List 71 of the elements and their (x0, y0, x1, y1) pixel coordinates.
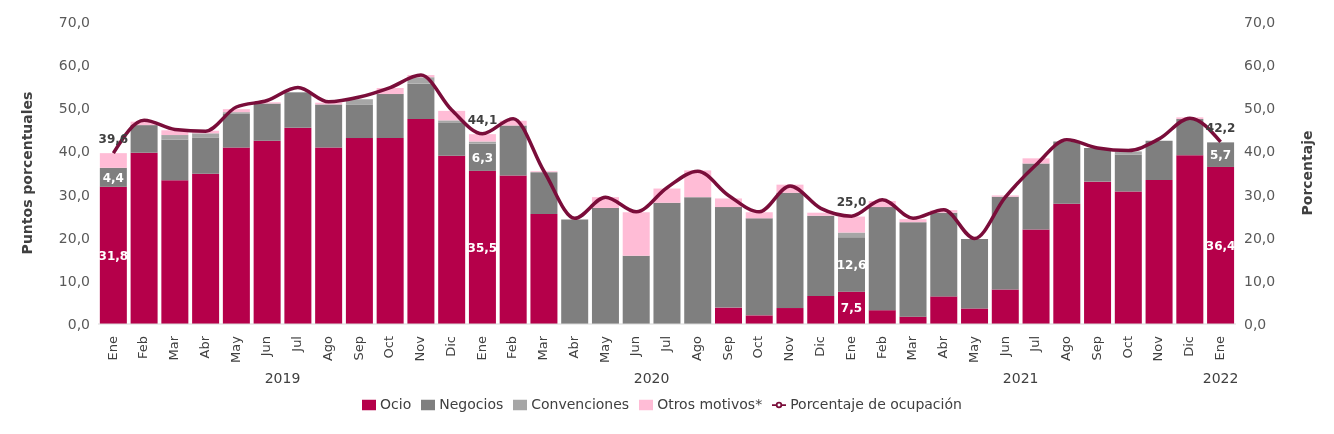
x-tick-label: Jun (258, 336, 274, 358)
x-tick-label: May (227, 335, 243, 363)
x-tick-label: Sep (350, 336, 366, 361)
x-tick-label: Sep (1088, 336, 1104, 361)
x-tick-label: Oct (1119, 336, 1135, 359)
x-tick-label: Ene (473, 336, 489, 361)
y-tick-label: 70,0 (58, 13, 90, 30)
x-tick-label: Nov (412, 335, 428, 362)
data-label: 12,6 (836, 257, 867, 272)
y-tick-label: 10,0 (58, 272, 90, 289)
x-tick-label: Jul (1027, 336, 1043, 353)
x-tick-label: Ene (1211, 336, 1227, 361)
text: 2021 (1001, 370, 1040, 386)
y2-tick-label: 0,0 (1244, 315, 1267, 332)
x-tick-label: Ago (688, 335, 704, 362)
x-tick-label: Abr (196, 335, 212, 359)
x-tick-label: May (596, 335, 612, 363)
x-tick-label: Nov (781, 335, 797, 362)
x-tick-label: Oct (381, 336, 397, 359)
x-tick-label: Jul (289, 336, 305, 353)
x-tick-label: Nov (1150, 335, 1166, 362)
data-label: 25,0 (836, 195, 867, 210)
legend-label: Otros motivos* (657, 396, 763, 412)
y2-tick-label: 50,0 (1244, 100, 1276, 117)
x-tick-label: Ago (1058, 335, 1074, 362)
y-tick-label: 0,0 (67, 315, 90, 332)
x-tick-label: Mar (535, 335, 551, 361)
y2-tick-label: 20,0 (1244, 229, 1276, 246)
x-tick-label: Oct (750, 336, 766, 359)
x-tick-label: May (965, 335, 981, 363)
data-label: 6,3 (471, 150, 494, 165)
legend-label: Negocios (439, 396, 504, 412)
x-tick-label: Dic (812, 336, 828, 357)
data-label: 5,7 (1209, 147, 1232, 162)
y2-tick-label: 10,0 (1244, 272, 1276, 289)
x-tick-label: Feb (135, 336, 151, 360)
x-tick-label: Ene (104, 336, 120, 361)
y2-tick-label: 70,0 (1244, 13, 1276, 30)
text: 2019 (263, 370, 302, 386)
data-label: 7,5 (840, 301, 863, 316)
x-tick-label: Sep (719, 336, 735, 361)
x-tick-label: Dic (1181, 336, 1197, 357)
y-tick-label: 20,0 (58, 229, 90, 246)
legend-label: Porcentaje de ocupación (790, 396, 962, 412)
x-tick-label: Jun (996, 336, 1012, 358)
y2-tick-label: 30,0 (1244, 186, 1276, 203)
y-tick-label: 50,0 (58, 100, 90, 117)
y2-axis-title: Porcentaje (1298, 130, 1315, 216)
legend-label: Convenciones (531, 396, 630, 412)
x-tick-label: Ene (842, 336, 858, 361)
y-tick-label: 40,0 (58, 143, 90, 160)
x-tick-label: Abr (565, 335, 581, 359)
x-tick-label: Abr (935, 335, 951, 359)
x-tick-label: Jun (627, 336, 643, 358)
data-label: 44,1 (467, 112, 498, 127)
x-tick-label: Dic (442, 336, 458, 357)
y2-tick-label: 40,0 (1244, 143, 1276, 160)
y2-tick-label: 60,0 (1244, 57, 1276, 74)
legend-label: Ocio (380, 396, 412, 412)
x-tick-label: Ago (319, 335, 335, 362)
data-label: 4,4 (102, 170, 124, 185)
x-tick-label: Feb (504, 336, 520, 360)
text: 2022 (1201, 370, 1240, 386)
x-tick-label: Mar (166, 335, 182, 361)
y-tick-label: 60,0 (58, 57, 90, 74)
x-tick-label: Mar (904, 335, 920, 361)
x-tick-label: Jul (658, 336, 674, 353)
x-tick-label: Feb (873, 336, 889, 360)
text: 2020 (632, 370, 671, 386)
y-tick-label: 30,0 (58, 186, 90, 203)
y-axis-title: Puntos porcentuales (18, 91, 35, 255)
